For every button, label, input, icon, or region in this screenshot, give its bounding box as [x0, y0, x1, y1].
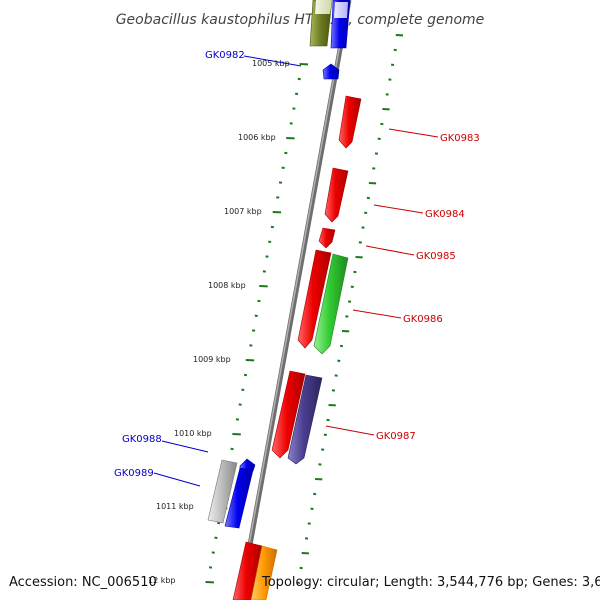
tick-label-1009: 1009 kbp: [193, 355, 231, 364]
leader-GK0989: [153, 472, 201, 487]
leader-GK0983: [388, 128, 439, 138]
gene-GK0989[interactable]: [224, 467, 254, 529]
tick-label-1010: 1010 kbp: [174, 429, 212, 438]
genes: [207, 0, 362, 600]
gene-GK0987-red[interactable]: [271, 370, 306, 459]
leader-GK0988: [161, 440, 209, 453]
gene-pale-blue-top[interactable]: [334, 2, 348, 18]
gene-GK0982[interactable]: [322, 63, 340, 80]
accession-text: Accession: NC_006510: [9, 575, 157, 590]
gene-orange-bottom[interactable]: [250, 545, 278, 600]
tick-label-1006: 1006 kbp: [238, 133, 276, 142]
leader-GK0982: [243, 55, 302, 67]
tick-label-1005: 1005 kbp: [252, 59, 290, 68]
leader-GK0987: [325, 425, 375, 436]
label-leaders: [153, 55, 439, 487]
gene-GK0986[interactable]: [313, 253, 349, 355]
map-title: Geobacillus kaustophilus HTA426, complet…: [116, 12, 485, 28]
label-GK0983[interactable]: GK0983: [440, 133, 480, 144]
gene-GK0987[interactable]: [287, 374, 323, 465]
label-GK0986[interactable]: GK0986: [403, 314, 443, 325]
topology-text: Topology: circular; Length: 3,544,776 bp…: [261, 575, 600, 590]
leader-GK0986: [352, 309, 402, 319]
gene-pale-olive-top[interactable]: [315, 0, 332, 14]
label-GK0985[interactable]: GK0985: [416, 251, 456, 262]
tick-labels: 1005 kbp 1006 kbp 1007 kbp 1008 kbp 1009…: [148, 59, 290, 585]
leader-GK0985: [365, 245, 415, 256]
gene-GK0986-red[interactable]: [297, 249, 332, 349]
leader-GK0984: [373, 204, 424, 214]
tick-track-left: [205, 63, 309, 584]
label-GK0987[interactable]: GK0987: [376, 431, 416, 442]
label-GK0982[interactable]: GK0982: [205, 50, 245, 61]
gene-GK0985[interactable]: [318, 227, 336, 249]
gene-labels: GK0982 GK0983 GK0984 GK0985 GK0986 GK098…: [114, 50, 480, 479]
tick-label-1012: 12 kbp: [148, 576, 176, 585]
gene-GK0983[interactable]: [338, 95, 362, 149]
gene-red-bottom[interactable]: [232, 541, 263, 600]
tick-track-right: [296, 34, 404, 584]
tick-label-1011: 1011 kbp: [156, 502, 194, 511]
gene-GK0988-grey[interactable]: [207, 459, 238, 524]
tick-label-1008: 1008 kbp: [208, 281, 246, 290]
label-GK0989[interactable]: GK0989: [114, 468, 154, 479]
label-GK0988[interactable]: GK0988: [122, 434, 162, 445]
tick-label-1007: 1007 kbp: [224, 207, 262, 216]
gene-GK0984[interactable]: [324, 167, 349, 223]
genome-backbone: [237, 0, 352, 600]
label-GK0984[interactable]: GK0984: [425, 209, 465, 220]
